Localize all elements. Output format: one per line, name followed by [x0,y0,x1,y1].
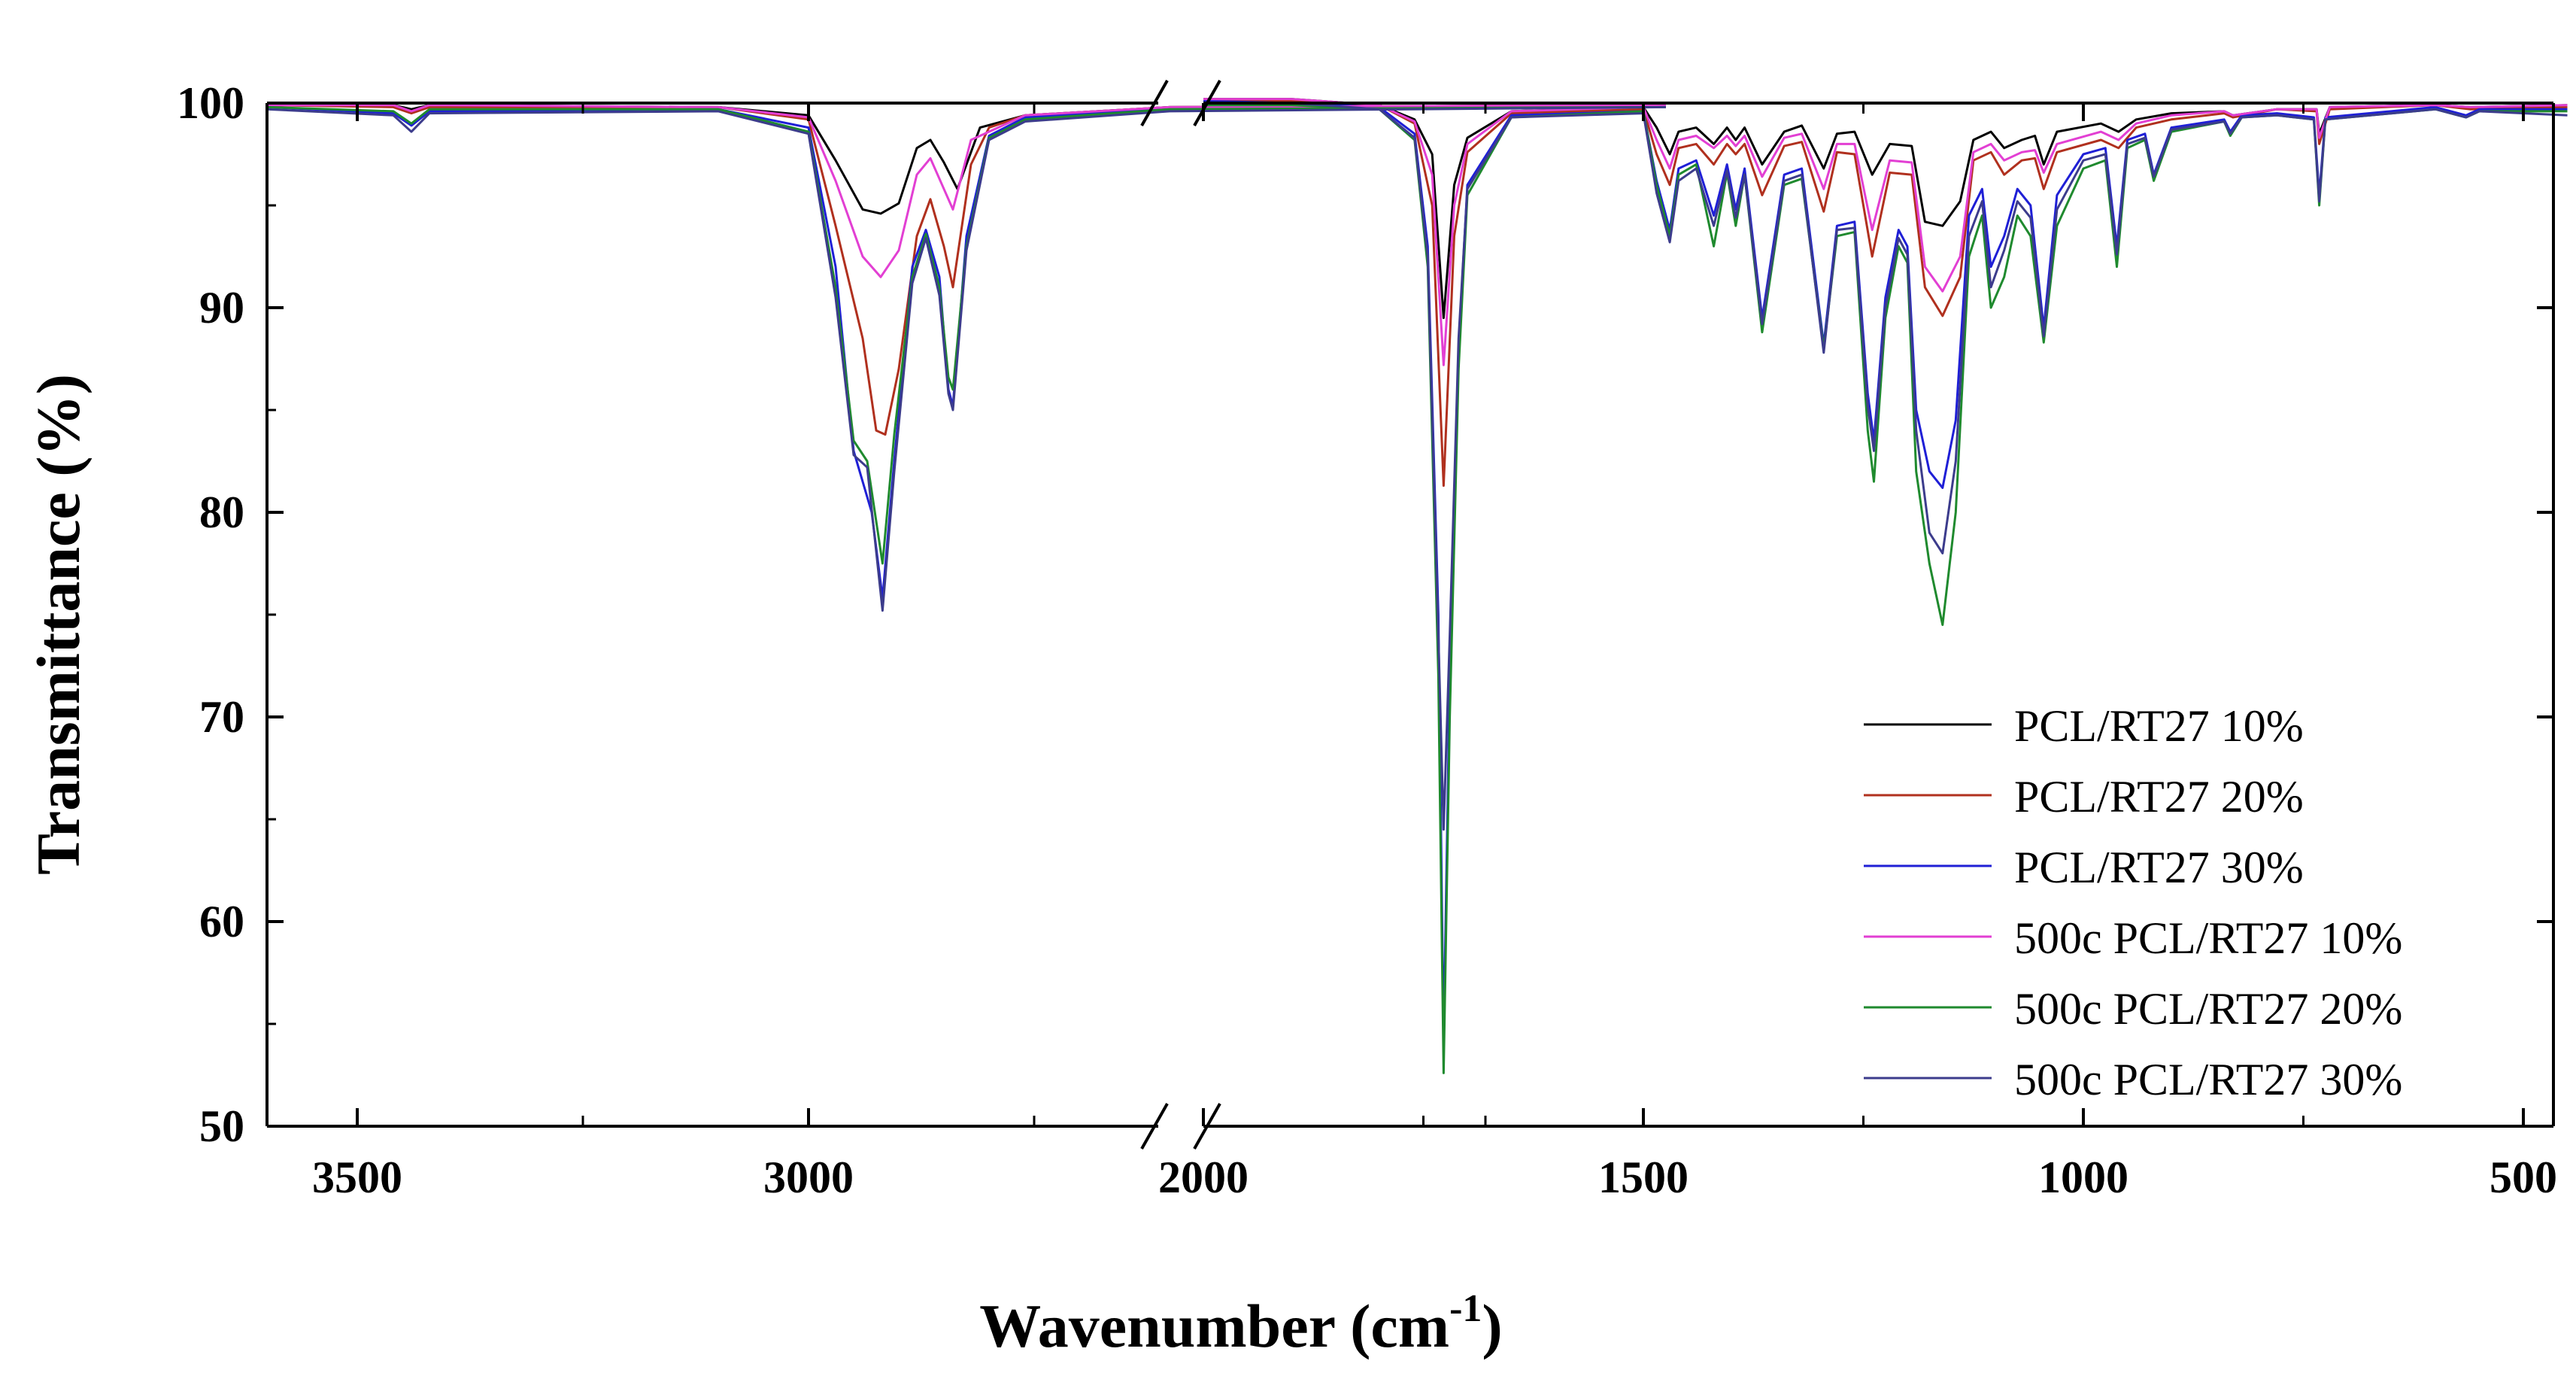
lines-layer [266,98,2568,1074]
series-line-6-part-2 [1203,102,2568,831]
legend-label-1: PCL/RT27 10% [2014,701,2304,751]
x-axis-title-main: Wavenumber (cm [979,1292,1449,1360]
y-tick-label-60: 60 [199,897,244,946]
axis-break-mark-bottom-2 [1193,1103,1221,1150]
legend-label-3: PCL/RT27 30% [2014,843,2304,892]
x-tick-label-2000: 2000 [1158,1153,1249,1202]
y-tick-label-80: 80 [199,487,244,537]
legend-label-4: 500c PCL/RT27 10% [2014,913,2402,963]
y-tick-label-90: 90 [199,283,244,333]
x-axis-title-superscript: -1 [1449,1287,1482,1330]
y-axis-title: Transmittance (%) [24,374,93,875]
axis-break-mark-top-2 [1193,80,1221,126]
labels-layer: 50 60 70 80 90 100 3500 3000 2000 1500 1000 500 [177,78,2557,1202]
x-axis-title: Wavenumber (cm-1) [979,1287,1502,1360]
legend-label-5: 500c PCL/RT27 20% [2014,984,2402,1034]
x-tick-label-3000: 3000 [763,1153,854,1202]
x-tick-label-3500: 3500 [312,1153,402,1202]
legend-label-6: 500c PCL/RT27 30% [2014,1055,2402,1104]
legend: PCL/RT27 10% PCL/RT27 20% PCL/RT27 30% 500c… [1864,701,2402,1104]
x-tick-label-1000: 1000 [2038,1153,2128,1202]
series-line-3-part-2 [1203,99,2568,1046]
y-tick-label-50: 50 [199,1101,244,1151]
legend-label-2: PCL/RT27 20% [2014,772,2304,822]
x-tick-label-1500: 1500 [1598,1153,1689,1202]
axis-break-mark-top-1 [1140,80,1169,126]
x-tick-label-500: 500 [2490,1153,2557,1202]
axis-break-mark-bottom-1 [1140,1103,1169,1150]
x-axis-title-close: ) [1482,1292,1502,1360]
axes-layer [265,80,2555,1150]
series-line-4-part-2 [1203,98,2568,366]
series-line-4-part-1 [267,104,1667,278]
y-tick-label-70: 70 [199,692,244,742]
series-line-6-part-1 [266,105,1667,612]
series-line-2-part-2 [1203,99,2568,487]
y-tick-label-100: 100 [177,78,244,128]
